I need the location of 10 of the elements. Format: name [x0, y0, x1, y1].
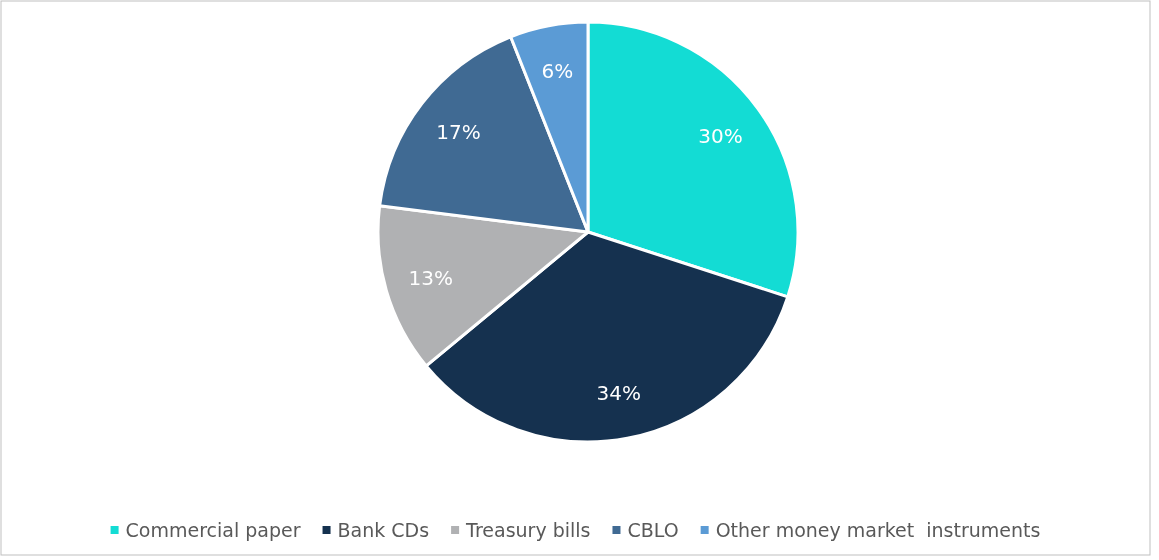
data-label: 6% — [541, 59, 574, 84]
legend-label: Other money market instruments — [715, 519, 1041, 541]
data-label: 30% — [698, 123, 743, 148]
data-label: 13% — [408, 265, 453, 290]
legend-label: Treasury bills — [465, 519, 591, 541]
legend-label: Bank CDs — [337, 519, 430, 541]
data-label: 17% — [436, 119, 481, 144]
data-label: 34% — [596, 380, 641, 405]
legend-label: CBLO — [627, 519, 679, 541]
legend-label: Commercial paper — [125, 519, 301, 541]
